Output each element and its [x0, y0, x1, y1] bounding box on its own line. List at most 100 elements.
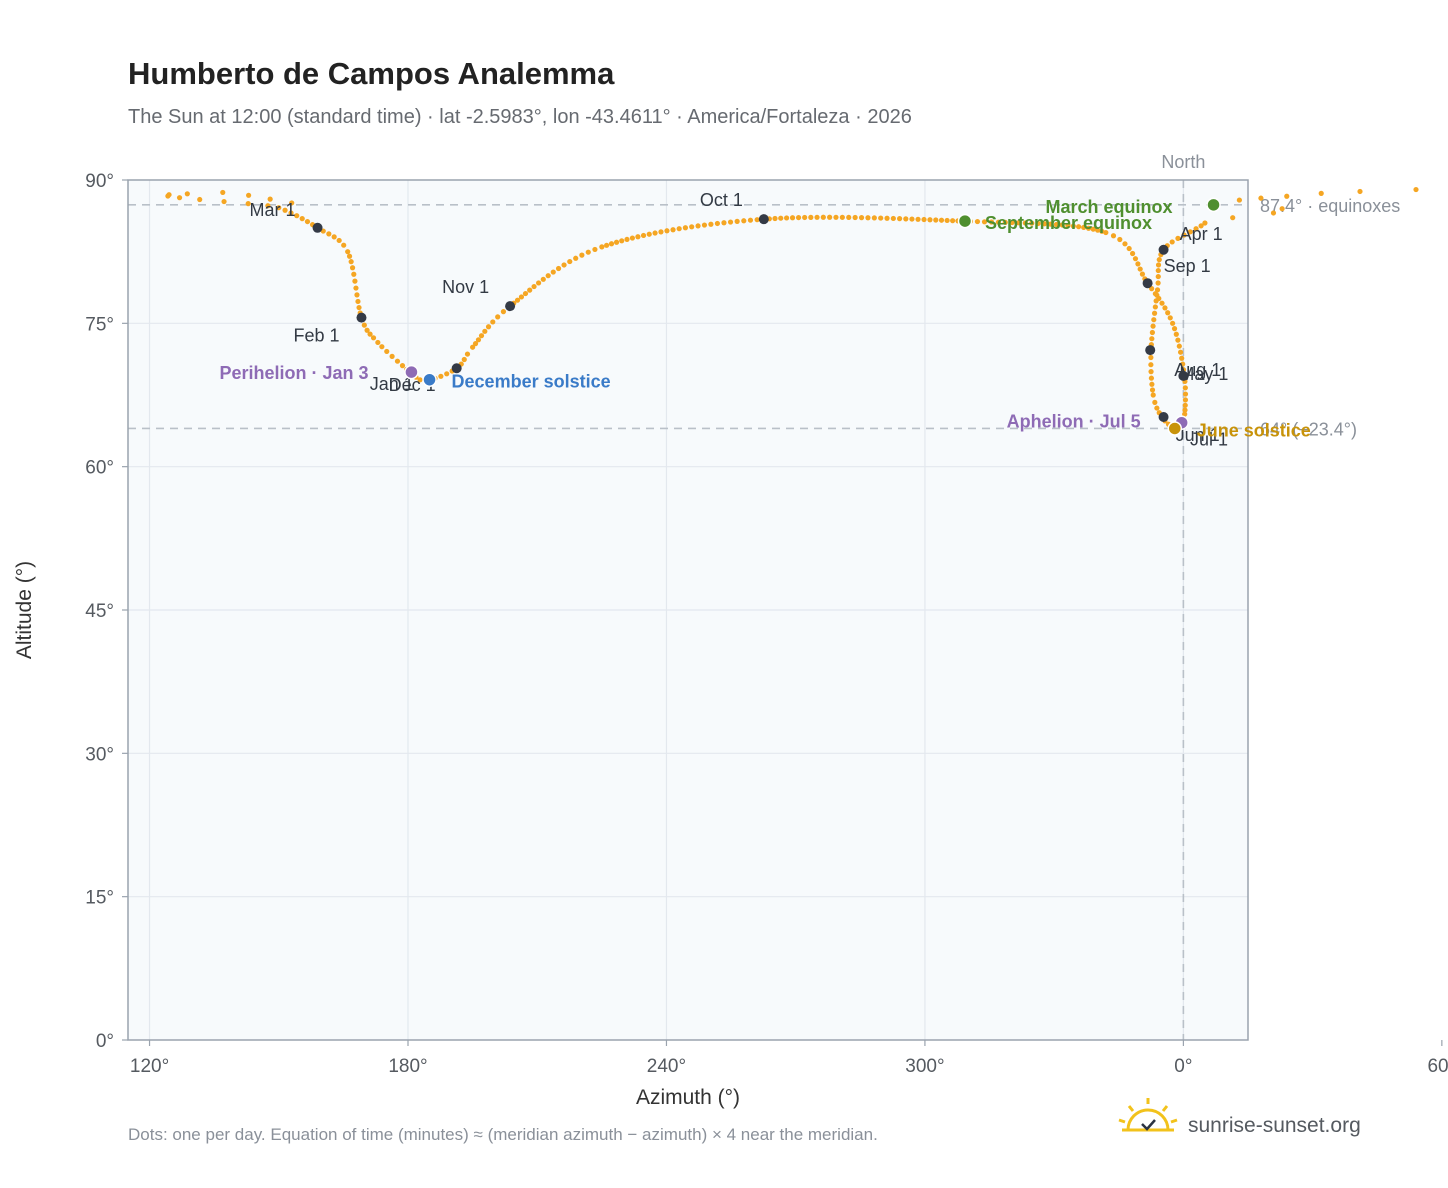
daily-dot	[1156, 257, 1162, 263]
daily-dot	[490, 319, 496, 325]
daily-dot	[754, 217, 760, 223]
daily-dot	[282, 207, 288, 213]
month-marker	[1145, 345, 1156, 356]
daily-dot	[475, 337, 482, 343]
daily-dot	[184, 191, 190, 197]
daily-dot	[944, 217, 950, 224]
x-tick-label: 120°	[130, 1056, 169, 1077]
daily-dot	[464, 351, 471, 357]
daily-dot	[370, 335, 377, 341]
daily-dot	[220, 189, 226, 196]
daily-dot	[299, 216, 305, 222]
daily-dot	[682, 225, 689, 231]
daily-dot	[1155, 267, 1161, 274]
daily-dot	[1002, 219, 1008, 225]
daily-dot	[485, 324, 492, 330]
daily-dot	[1181, 232, 1187, 238]
daily-dot	[294, 213, 300, 219]
daily-dot	[1162, 305, 1168, 311]
daily-dot	[1152, 291, 1158, 297]
daily-dot	[1357, 188, 1363, 195]
daily-dot	[331, 234, 337, 240]
daily-dot	[1148, 354, 1154, 361]
daily-dot	[640, 232, 647, 239]
daily-dot	[852, 214, 858, 221]
daily-dot	[927, 217, 933, 223]
daily-dot	[500, 309, 507, 315]
daily-dot	[1029, 220, 1035, 226]
reference-lines: 87.4° · equinoxes 64° (−23.4°)	[128, 196, 1400, 439]
daily-dot	[814, 214, 820, 220]
grid-lines	[128, 180, 1248, 1040]
daily-dot	[915, 216, 921, 222]
daily-dot	[1155, 280, 1161, 286]
daily-dot	[461, 356, 467, 363]
daily-dot	[933, 217, 939, 223]
y-tick-label: 15°	[85, 888, 114, 909]
daily-dot	[394, 358, 401, 364]
daily-dot	[356, 304, 362, 311]
daily-dot	[349, 265, 356, 271]
daily-dot	[1149, 329, 1155, 336]
daily-dot	[1318, 190, 1324, 196]
daily-dot	[518, 294, 525, 300]
daily-dot	[1155, 273, 1161, 280]
daily-dot	[833, 214, 839, 220]
daily-dot	[1035, 220, 1041, 227]
daily-dot	[326, 231, 332, 237]
daily-dot	[573, 255, 579, 261]
daily-dot	[1179, 355, 1185, 361]
daily-dot	[1085, 225, 1092, 231]
daily-dot	[604, 242, 610, 248]
daily-dot	[1155, 262, 1162, 268]
daily-dot	[379, 344, 385, 350]
daily-dot	[555, 265, 562, 272]
daily-dot	[629, 235, 636, 241]
daily-dot	[579, 252, 585, 258]
y-tick-label: 60°	[85, 458, 114, 479]
daily-dot	[1170, 320, 1176, 326]
daily-dot	[1070, 223, 1076, 229]
daily-dot	[619, 238, 625, 244]
daily-dot	[1150, 323, 1156, 329]
daily-dot	[348, 259, 354, 265]
daily-dot	[245, 201, 251, 207]
daily-dot	[1154, 287, 1161, 293]
event-marker	[1167, 421, 1183, 436]
daily-dot	[267, 196, 273, 202]
daily-dot	[535, 280, 542, 286]
daily-dot	[778, 215, 784, 221]
daily-dot	[1230, 215, 1236, 221]
daily-dot	[1236, 197, 1242, 203]
month-label: Oct 1	[700, 190, 743, 210]
daily-dot	[354, 292, 360, 298]
daily-dot	[1176, 343, 1182, 349]
daily-dot	[355, 298, 361, 305]
event-markers: Perihelion · Jan 3 December solstice March…	[219, 197, 1310, 441]
daily-dot	[820, 214, 826, 220]
daily-dot	[289, 200, 295, 206]
daily-dot	[1110, 233, 1117, 239]
daily-dot	[438, 373, 444, 379]
daily-dot	[221, 198, 227, 205]
daily-dot	[670, 227, 676, 233]
daily-dot	[1059, 222, 1065, 228]
daily-dot	[1099, 228, 1105, 234]
daily-dot	[1182, 402, 1188, 408]
daily-dot	[531, 283, 537, 290]
reference-line-label: 64° (−23.4°)	[1260, 419, 1357, 439]
month-marker	[505, 301, 516, 312]
daily-dot	[176, 195, 183, 201]
daily-dot	[1148, 362, 1154, 368]
x-tick-label: 300°	[905, 1056, 944, 1077]
daily-dot	[592, 246, 598, 253]
daily-dot	[1156, 295, 1162, 302]
x-axis-label: Azimuth (°)	[636, 1086, 740, 1109]
daily-dot	[1090, 226, 1096, 232]
daily-dot	[890, 215, 896, 222]
event-label: September equinox	[985, 213, 1152, 233]
daily-dot	[1041, 221, 1048, 227]
daily-dot	[884, 215, 890, 221]
daily-dot	[789, 215, 796, 221]
daily-dot	[399, 363, 406, 369]
